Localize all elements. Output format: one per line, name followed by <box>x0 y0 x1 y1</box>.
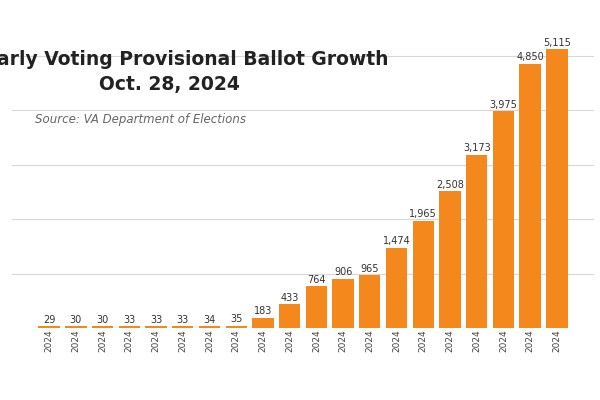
Bar <box>520 64 541 328</box>
Text: 30: 30 <box>97 315 109 325</box>
Bar <box>279 304 301 328</box>
Bar <box>332 279 354 328</box>
Text: 33: 33 <box>150 314 162 324</box>
Bar <box>119 326 140 328</box>
Text: 33: 33 <box>176 314 189 324</box>
Bar <box>439 191 461 328</box>
Bar <box>92 326 113 328</box>
Text: 2,508: 2,508 <box>436 180 464 190</box>
Bar <box>199 326 220 328</box>
Bar <box>493 112 514 328</box>
Text: 1,965: 1,965 <box>409 209 437 219</box>
Bar <box>359 276 380 328</box>
Bar <box>145 326 167 328</box>
Text: VA Early Voting Provisional Ballot Growth
Oct. 28, 2024: VA Early Voting Provisional Ballot Growt… <box>0 50 388 94</box>
Text: 4,850: 4,850 <box>516 52 544 62</box>
Text: 3,975: 3,975 <box>490 100 517 110</box>
Text: 34: 34 <box>203 314 215 324</box>
Text: 764: 764 <box>307 275 326 285</box>
Text: 5,115: 5,115 <box>543 38 571 48</box>
Text: 30: 30 <box>70 315 82 325</box>
Bar <box>65 326 86 328</box>
Text: 433: 433 <box>280 293 299 303</box>
Bar <box>546 49 568 328</box>
Bar <box>386 248 407 328</box>
Bar <box>413 221 434 328</box>
Bar <box>38 326 60 328</box>
Text: 1,474: 1,474 <box>383 236 410 246</box>
Text: Source: VA Department of Elections: Source: VA Department of Elections <box>35 113 245 126</box>
Bar <box>172 326 193 328</box>
Text: 183: 183 <box>254 306 272 316</box>
Text: 35: 35 <box>230 314 242 324</box>
Text: 3,173: 3,173 <box>463 144 491 154</box>
Text: 33: 33 <box>123 314 136 324</box>
Text: 906: 906 <box>334 267 352 277</box>
Bar <box>252 318 274 328</box>
Text: 965: 965 <box>361 264 379 274</box>
Bar <box>305 286 327 328</box>
Bar <box>226 326 247 328</box>
Bar <box>466 155 487 328</box>
Text: 29: 29 <box>43 315 55 325</box>
